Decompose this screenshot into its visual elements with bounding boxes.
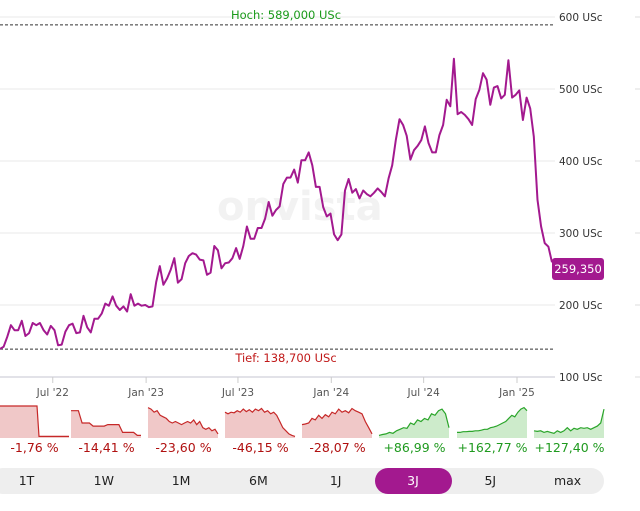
tab-5J[interactable]: 5J <box>484 473 497 488</box>
tab-max[interactable]: max <box>553 473 582 488</box>
y-tick-label: 400 USc <box>559 156 603 168</box>
sparkline-1J[interactable] <box>301 404 373 438</box>
low-label: Tief: 138,700 USc <box>234 351 336 365</box>
sparkline-5J[interactable] <box>456 404 528 438</box>
x-tick-label: Jul '23 <box>221 387 254 399</box>
sparkline-1W[interactable] <box>70 404 142 438</box>
sparkline-line <box>457 406 528 433</box>
price-line <box>0 57 553 350</box>
sparkline-line <box>301 407 373 435</box>
change-percent-6M: -46,15 % <box>232 440 289 455</box>
y-tick-label: 100 USc <box>559 372 603 384</box>
sparkline-area <box>148 407 218 438</box>
sparkline-line <box>224 407 296 437</box>
sparkline-line <box>0 405 69 437</box>
x-tick-label: Jan '23 <box>127 387 164 399</box>
sparkline-area <box>379 409 449 438</box>
sparkline-1M[interactable] <box>147 404 219 438</box>
sparkline-area <box>302 408 372 438</box>
sparkline-1T[interactable] <box>0 404 70 438</box>
y-tick-label: 300 USc <box>559 228 603 240</box>
sparkline-6M[interactable] <box>224 404 296 438</box>
change-percent-3J: +86,99 % <box>383 440 446 455</box>
sparkline-line <box>378 408 450 436</box>
change-percent-1W: -14,41 % <box>78 440 135 455</box>
tab-1J[interactable]: 1J <box>329 473 342 488</box>
tab-1W[interactable]: 1W <box>93 473 114 488</box>
tab-1T[interactable]: 1T <box>18 473 35 488</box>
sparkline-area <box>534 409 604 438</box>
change-percent-1M: -23,60 % <box>155 440 212 455</box>
tab-1M[interactable]: 1M <box>171 473 191 488</box>
sparkline-line <box>533 408 605 434</box>
sparkline-3J[interactable] <box>378 404 450 438</box>
tab-6M[interactable]: 6M <box>249 473 268 488</box>
y-tick-label: 600 USc <box>559 12 603 24</box>
change-percent-max: +127,40 % <box>534 440 605 455</box>
tab-3J[interactable]: 3J <box>374 468 452 494</box>
sparkline-area <box>225 408 295 438</box>
sparkline-area <box>0 406 69 438</box>
sparkline-line <box>71 410 141 436</box>
change-percent-1T: -1,76 % <box>10 440 59 455</box>
x-tick-label: Jul '22 <box>36 387 69 399</box>
x-tick-label: Jul '24 <box>407 387 441 399</box>
y-tick-label: 500 USc <box>559 84 603 96</box>
price-chart: onvista 100 USc 200 USc 300 USc 400 USc 500 … <box>0 8 640 399</box>
sparkline-line <box>147 407 219 435</box>
sparkline-max[interactable] <box>533 404 605 438</box>
change-percent-1J: -28,07 % <box>309 440 366 455</box>
y-tick-label: 200 USc <box>559 300 603 312</box>
x-tick-label: Jan '25 <box>498 387 535 399</box>
sparkline-area <box>457 407 527 438</box>
period-tab-bar <box>0 468 604 494</box>
onvista-watermark-logo: onvista <box>217 184 383 230</box>
x-tick-label: Jan '24 <box>312 387 349 399</box>
high-label: Hoch: 589,000 USc <box>231 8 341 22</box>
last-price-badge: 259,350 <box>552 258 604 280</box>
sparkline-area <box>71 410 141 438</box>
last-price-label: 259,350 <box>554 262 602 276</box>
change-percent-5J: +162,77 % <box>457 440 528 455</box>
